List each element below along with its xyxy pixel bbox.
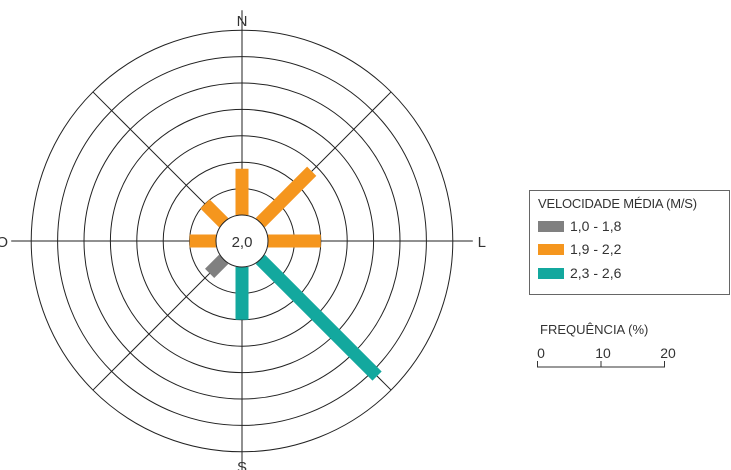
scale-tick-label: 20 <box>660 345 676 361</box>
speed-legend: VELOCIDADE MÉDIA (M/S) 1,0 - 1,8 1,9 - 2… <box>529 190 730 295</box>
direction-label-o: O <box>0 234 8 251</box>
direction-label-l: L <box>478 234 486 251</box>
legend-item-class-2: 1,9 - 2,2 <box>538 239 621 259</box>
direction-label-n: N <box>237 13 248 30</box>
frequency-scale: FREQUÊNCIA (%) 0 10 20 <box>537 320 707 380</box>
legend-swatch-teal <box>538 267 564 279</box>
scale-title: FREQUÊNCIA (%) <box>540 322 649 337</box>
wind-bar-no <box>200 199 229 228</box>
legend-swatch-gray <box>538 220 564 232</box>
direction-label-s: S <box>237 459 247 470</box>
scale-tick-label: 0 <box>537 345 545 361</box>
center-circle <box>215 214 269 268</box>
scale-tick-label: 10 <box>595 345 611 361</box>
legend-label: 1,0 - 1,8 <box>570 218 622 234</box>
wind-bar-so <box>205 254 229 278</box>
wind-bar-ne <box>255 166 317 228</box>
center-calm-label: 2,0 <box>232 234 253 251</box>
legend-swatch-orange <box>538 243 564 255</box>
legend-item-class-3: 2,3 - 2,6 <box>538 263 621 283</box>
legend-label: 2,3 - 2,6 <box>570 265 622 281</box>
wind-bar-se <box>255 254 382 381</box>
legend-label: 1,9 - 2,2 <box>570 241 622 257</box>
legend-title: VELOCIDADE MÉDIA (M/S) <box>538 196 697 211</box>
scale-bar: 0 10 20 <box>537 345 676 368</box>
frequency-bars <box>189 166 382 381</box>
legend-item-class-1: 1,0 - 1,8 <box>538 216 621 236</box>
